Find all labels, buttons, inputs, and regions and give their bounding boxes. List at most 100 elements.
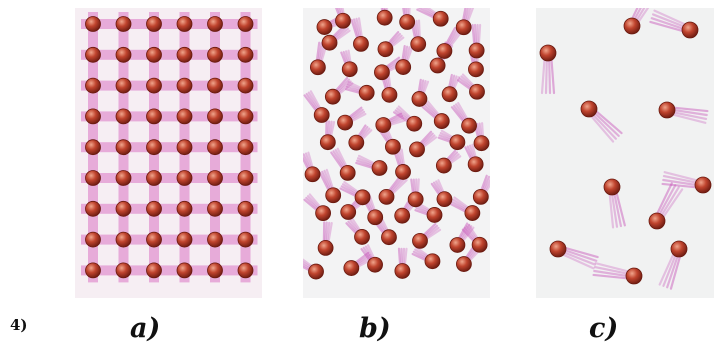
particle-icon bbox=[472, 188, 489, 205]
particle-icon bbox=[316, 19, 333, 35]
particle-icon bbox=[375, 117, 392, 133]
particle-icon bbox=[176, 262, 193, 279]
particle-icon bbox=[468, 61, 484, 78]
particle-icon bbox=[410, 36, 427, 53]
particle-icon bbox=[432, 10, 449, 27]
particle-icon bbox=[670, 240, 688, 258]
particle-icon bbox=[603, 178, 621, 196]
particle-icon bbox=[358, 84, 375, 101]
particle-icon bbox=[694, 176, 712, 194]
particle-icon bbox=[623, 17, 641, 35]
particle-icon bbox=[115, 46, 132, 63]
particle-icon bbox=[237, 200, 254, 217]
particle-icon bbox=[455, 19, 472, 36]
item-number: 4) bbox=[10, 316, 28, 334]
particle-icon bbox=[319, 134, 336, 151]
particle-icon bbox=[471, 236, 488, 253]
particle-icon bbox=[412, 232, 428, 249]
lattice-bond-icon bbox=[81, 49, 258, 60]
particle-icon bbox=[85, 231, 101, 248]
particle-icon bbox=[207, 108, 223, 125]
particle-icon bbox=[237, 231, 254, 248]
particle-icon bbox=[237, 170, 254, 186]
particle-icon bbox=[337, 114, 353, 131]
particle-icon bbox=[339, 164, 356, 181]
particle-icon bbox=[436, 43, 453, 59]
particle-icon bbox=[385, 138, 401, 155]
particle-icon bbox=[207, 170, 223, 186]
particle-icon bbox=[549, 240, 567, 258]
particle-icon bbox=[394, 263, 411, 279]
particle-icon bbox=[580, 100, 598, 118]
panel-solid bbox=[75, 8, 262, 298]
particle-icon bbox=[378, 188, 395, 205]
particle-icon bbox=[424, 253, 441, 270]
particle-icon bbox=[411, 91, 428, 107]
particle-icon bbox=[115, 200, 132, 217]
particle-icon bbox=[85, 262, 101, 279]
particle-icon bbox=[207, 77, 223, 94]
particle-icon bbox=[381, 86, 398, 103]
particle-icon bbox=[313, 107, 330, 123]
particle-icon bbox=[374, 64, 390, 81]
particle-icon bbox=[395, 164, 411, 180]
particle-icon bbox=[237, 77, 254, 94]
particle-icon bbox=[115, 108, 132, 125]
particle-icon bbox=[176, 139, 193, 156]
particle-icon bbox=[436, 191, 453, 208]
particle-icon bbox=[335, 12, 351, 29]
particle-icon bbox=[399, 14, 416, 30]
particle-icon bbox=[426, 207, 443, 223]
particle-icon bbox=[315, 205, 332, 222]
particle-icon bbox=[146, 170, 162, 186]
particle-icon bbox=[407, 191, 424, 208]
particle-icon bbox=[449, 134, 466, 151]
particle-icon bbox=[237, 46, 254, 63]
particle-icon bbox=[207, 16, 223, 32]
particle-icon bbox=[85, 46, 101, 63]
panel-label-a: a) bbox=[130, 313, 161, 344]
particle-icon bbox=[237, 108, 254, 125]
particle-icon bbox=[146, 262, 162, 279]
particle-icon bbox=[354, 229, 370, 245]
particle-icon bbox=[340, 204, 357, 220]
particle-icon bbox=[146, 46, 162, 63]
particle-icon bbox=[176, 16, 193, 32]
particle-icon bbox=[348, 134, 365, 151]
particle-icon bbox=[317, 240, 334, 256]
particle-icon bbox=[115, 231, 132, 248]
particle-icon bbox=[309, 59, 326, 76]
particle-icon bbox=[146, 200, 162, 217]
particle-icon bbox=[176, 77, 193, 94]
panel-label-c: c) bbox=[589, 313, 619, 344]
particle-icon bbox=[321, 34, 338, 51]
particle-icon bbox=[207, 200, 223, 217]
particle-icon bbox=[377, 41, 394, 58]
particle-icon bbox=[304, 166, 321, 183]
particle-icon bbox=[449, 237, 466, 253]
particle-icon bbox=[207, 46, 223, 63]
particle-icon bbox=[681, 21, 699, 39]
particle-icon bbox=[468, 42, 485, 59]
particle-icon bbox=[341, 61, 358, 78]
particle-icon bbox=[85, 200, 101, 217]
particle-icon bbox=[367, 209, 384, 226]
lattice-bond-icon bbox=[81, 19, 258, 29]
liquid-particle-cluster bbox=[303, 8, 490, 280]
lattice-bond-icon bbox=[81, 234, 258, 245]
particle-icon bbox=[85, 170, 101, 186]
particle-icon bbox=[176, 170, 193, 186]
particle-icon bbox=[207, 139, 223, 156]
particle-icon bbox=[473, 135, 490, 152]
particle-icon bbox=[85, 139, 101, 156]
particle-icon bbox=[343, 260, 360, 276]
gas-particle-field bbox=[539, 8, 712, 290]
particle-icon bbox=[176, 108, 193, 125]
particle-icon bbox=[367, 256, 383, 273]
particle-icon bbox=[85, 77, 101, 94]
particle-icon bbox=[435, 157, 452, 174]
particle-icon bbox=[406, 115, 423, 132]
particle-icon bbox=[324, 88, 341, 105]
particle-icon bbox=[146, 139, 162, 156]
particle-icon bbox=[115, 77, 132, 94]
